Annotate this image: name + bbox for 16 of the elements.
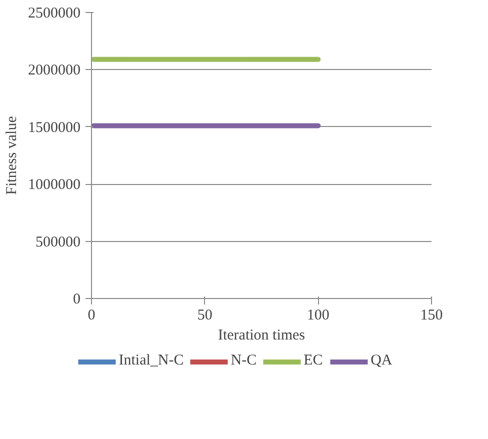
y-tick-label: 1000000 xyxy=(28,177,80,194)
y-tick-label: 2500000 xyxy=(28,6,80,22)
y-axis-title: Fitness value xyxy=(4,116,20,195)
legend-label: Intial_N-C xyxy=(118,352,184,370)
y-tick-label: 0 xyxy=(73,292,80,308)
y-tick-label: 2000000 xyxy=(28,62,80,79)
x-tick-label: 150 xyxy=(420,308,443,324)
x-tick-label: 0 xyxy=(88,308,96,324)
x-tick-label: 50 xyxy=(197,308,212,324)
legend-label: EC xyxy=(304,352,324,370)
legend-label: QA xyxy=(370,352,392,370)
x-tick-label: 100 xyxy=(306,308,330,324)
y-tick-label: 1500000 xyxy=(28,120,80,136)
x-axis-title: Iteration times xyxy=(218,328,306,344)
legend-label: N-C xyxy=(230,352,257,370)
y-tick-label: 500000 xyxy=(36,234,80,250)
